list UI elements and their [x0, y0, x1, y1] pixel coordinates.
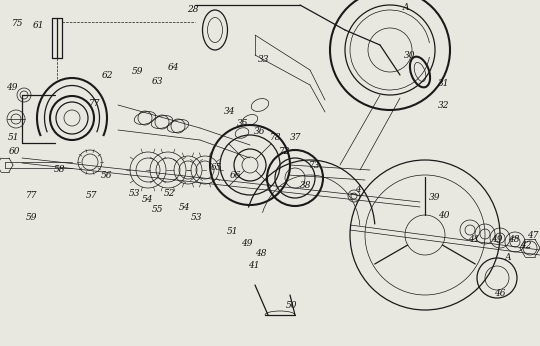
Text: 50: 50 [286, 300, 298, 310]
Text: 75: 75 [12, 19, 24, 28]
Text: 39: 39 [429, 193, 441, 202]
Text: 59: 59 [132, 67, 144, 76]
Text: 49: 49 [6, 83, 18, 92]
Text: 28: 28 [187, 6, 199, 15]
Text: 41: 41 [468, 236, 480, 245]
Text: 31: 31 [438, 79, 450, 88]
Text: 57: 57 [86, 191, 98, 200]
Text: 4: 4 [355, 185, 361, 194]
Text: 41: 41 [248, 261, 260, 270]
Text: 40: 40 [438, 210, 450, 219]
Text: 59: 59 [26, 213, 38, 222]
Text: 61: 61 [32, 21, 44, 30]
Text: 77: 77 [26, 191, 38, 200]
Text: 53: 53 [129, 189, 141, 198]
Text: A: A [505, 254, 511, 263]
Text: 36: 36 [254, 127, 266, 137]
Text: 51: 51 [227, 228, 239, 237]
Text: 65: 65 [210, 163, 222, 172]
Text: 58: 58 [54, 165, 66, 174]
Text: 54: 54 [179, 202, 191, 211]
Text: 78: 78 [270, 134, 282, 143]
Text: 37: 37 [291, 134, 302, 143]
Text: 34: 34 [224, 107, 236, 116]
Text: 35: 35 [237, 119, 249, 128]
Text: 49: 49 [491, 236, 503, 245]
Text: 30: 30 [404, 51, 416, 60]
Text: 46: 46 [494, 290, 506, 299]
Text: 48: 48 [508, 236, 519, 245]
Text: 66: 66 [230, 171, 241, 180]
Text: 38: 38 [300, 181, 312, 190]
Text: 49: 49 [241, 238, 253, 247]
Text: 47: 47 [527, 230, 539, 239]
Text: 62: 62 [102, 71, 113, 80]
Text: 54: 54 [142, 195, 154, 204]
Text: 48: 48 [255, 248, 267, 257]
Text: 53: 53 [191, 213, 202, 222]
Text: 42: 42 [520, 240, 532, 249]
Text: 33: 33 [258, 55, 270, 64]
Text: 77: 77 [89, 99, 101, 108]
Text: 55: 55 [152, 206, 164, 215]
Text: 72: 72 [279, 147, 291, 156]
Text: 60: 60 [8, 147, 20, 156]
Text: A: A [403, 3, 409, 12]
Text: 32: 32 [438, 100, 450, 109]
Text: 73: 73 [309, 161, 321, 170]
Text: 63: 63 [151, 78, 163, 86]
Text: 64: 64 [167, 64, 179, 73]
Text: 52: 52 [164, 189, 176, 198]
Text: 56: 56 [102, 171, 113, 180]
Text: 51: 51 [8, 134, 20, 143]
